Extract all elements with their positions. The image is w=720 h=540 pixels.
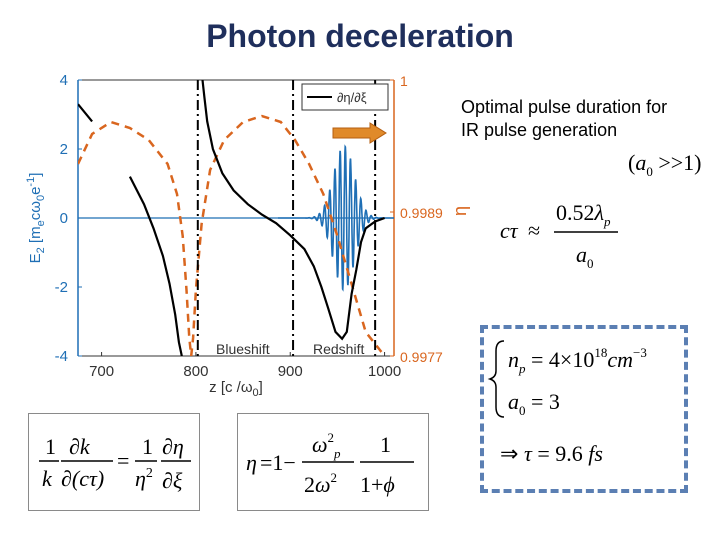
y-left-tick-label-4: -4 <box>55 348 68 365</box>
deta-dxi-series <box>78 80 385 356</box>
note-line-1: Optimal pulse duration for <box>461 97 668 117</box>
eq1-frac3-num: 1 <box>142 434 153 459</box>
y-right-axis-label: η <box>450 206 470 216</box>
eq2-num: ω2p <box>312 430 341 461</box>
eq2-frac2-num: 1 <box>380 432 391 457</box>
plasma-parameters-box: np = 4×1018cm−3 a0 = 3 ⇒ τ = 9.6 fs <box>480 325 688 493</box>
eq2-one-minus: =1− <box>260 450 296 475</box>
y-right-tick-label-0: 1 <box>400 73 408 89</box>
propagation-arrow <box>332 122 387 144</box>
blueshift-label: Blueshift <box>216 341 270 357</box>
eq2-eta: η <box>246 450 257 475</box>
redshift-label: Redshift <box>313 341 364 357</box>
pulse-duration-note: Optimal pulse duration for IR pulse gene… <box>461 96 667 141</box>
x-tick-label-0: 700 <box>89 363 114 380</box>
eq1-frac1-den: k <box>42 466 53 491</box>
y-left-axis-label: E2 [mecω0e-1] <box>25 173 47 264</box>
eq1-equals: = <box>117 448 129 473</box>
eq5-density: np = 4×1018cm−3 <box>508 345 647 376</box>
eq4-lhs: cτ <box>500 218 519 243</box>
equation-wavenumber-svg: 1 k ∂k ∂(cτ) = 1 η2 ∂η ∂ξ <box>39 434 191 493</box>
eq1-frac4-den: ∂ξ <box>162 468 183 493</box>
x-tick-label-3: 1000 <box>368 363 401 380</box>
y-left-tick-label-2: 0 <box>60 210 68 227</box>
note-line-2: IR pulse generation <box>461 119 618 140</box>
x-tick-label-1: 800 <box>183 363 208 380</box>
eq6-amplitude: a0 = 3 <box>508 389 560 418</box>
page-title: Photon deceleration <box>206 18 514 54</box>
y-right-tick-label-2: 0.9977 <box>400 349 443 365</box>
eq1-frac4-num: ∂η <box>162 434 184 459</box>
equation-box-eta: η =1− ω2p 2ω2 1 1+ϕ <box>237 413 429 511</box>
equation-box-wavenumber: 1 k ∂k ∂(cτ) = 1 η2 ∂η ∂ξ <box>28 413 200 511</box>
laser-pulse-series <box>278 144 394 292</box>
y-right-tick-label-1: 0.9989 <box>400 205 443 221</box>
eq1-frac1-num: 1 <box>45 434 56 459</box>
y-left-tick-label-1: 2 <box>60 141 68 158</box>
eq2-den: 2ω2 <box>304 470 337 497</box>
eta-series <box>78 114 386 356</box>
eq3-condition: (a0 >>1) <box>628 150 701 179</box>
x-tick-label-2: 900 <box>278 363 303 380</box>
x-axis-label: z [c /ω0] <box>209 379 263 399</box>
plasma-parameters-svg: np = 4×1018cm−3 a0 = 3 ⇒ τ = 9.6 fs <box>487 340 647 466</box>
eq4-den: a0 <box>576 242 594 271</box>
eq7-result: ⇒ τ = 9.6 fs <box>500 441 603 466</box>
eq1-frac3-den: η2 <box>135 466 153 491</box>
equation-eta-svg: η =1− ω2p 2ω2 1 1+ϕ <box>246 430 414 497</box>
y-left-tick-label-0: 4 <box>60 72 68 89</box>
eq2-frac2-den: 1+ϕ <box>360 472 395 497</box>
pulse-duration-equations: (a0 >>1) cτ ≈ 0.52λp a0 <box>500 150 701 271</box>
eq4-num: 0.52λp <box>556 200 611 229</box>
eq4-approx: ≈ <box>528 218 540 243</box>
eq1-frac2-den: ∂(cτ) <box>61 466 104 491</box>
eq1-frac2-num: ∂k <box>69 434 91 459</box>
legend-label: ∂η/∂ξ <box>337 90 367 105</box>
y-left-tick-label-3: -2 <box>55 279 68 296</box>
